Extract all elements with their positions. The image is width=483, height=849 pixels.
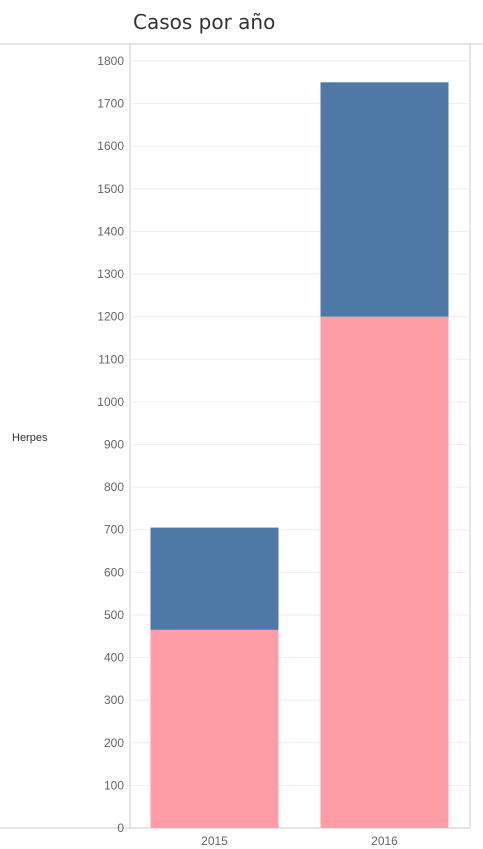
bar-segment-bottom <box>320 316 449 828</box>
bars <box>150 82 449 828</box>
y-tick-label: 500 <box>104 608 124 622</box>
y-tick-label: 1300 <box>97 267 124 281</box>
y-tick-label: 1700 <box>97 97 124 111</box>
y-tick-label: 100 <box>104 778 124 792</box>
bar-segment-bottom <box>150 629 279 828</box>
y-tick-label: 900 <box>104 438 124 452</box>
y-tick-label: 1500 <box>97 182 124 196</box>
bar-segment-top <box>150 527 279 630</box>
y-tick-label: 300 <box>104 693 124 707</box>
y-tick-label: 1400 <box>97 224 124 238</box>
y-tick-label: 1100 <box>98 352 124 366</box>
y-tick-label: 1000 <box>97 395 124 409</box>
row-header-label: Herpes <box>12 432 48 444</box>
y-tick-label: 400 <box>104 651 124 665</box>
y-tick-label: 0 <box>117 821 124 835</box>
y-tick-label: 800 <box>104 480 124 494</box>
x-tick-label: 2016 <box>371 834 398 848</box>
chart-title: Casos por año <box>133 10 276 34</box>
x-axis: 2015 2016 <box>201 834 398 848</box>
y-tick-label: 1800 <box>97 54 124 68</box>
y-tick-label: 1200 <box>97 310 124 324</box>
x-tick-label: 2015 <box>201 834 228 848</box>
y-tick-label: 200 <box>104 736 124 750</box>
y-tick-label: 600 <box>104 565 124 579</box>
y-tick-label: 700 <box>104 523 124 537</box>
y-tick-label: 1600 <box>97 139 124 153</box>
bar-segment-top <box>320 82 449 317</box>
y-axis: 0 100 200 300 400 500 600 700 800 900 1000 1100 1200… <box>97 54 124 835</box>
